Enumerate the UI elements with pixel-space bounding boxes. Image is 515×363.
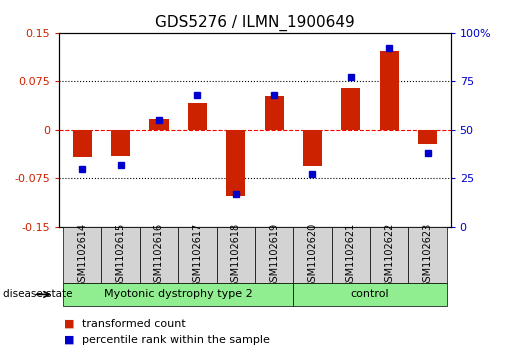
Text: ■: ■ — [64, 335, 75, 345]
Bar — [370, 227, 408, 283]
Text: GSM1102621: GSM1102621 — [346, 223, 356, 287]
Bar — [255, 227, 294, 283]
Text: percentile rank within the sample: percentile rank within the sample — [82, 335, 270, 345]
Bar — [111, 130, 130, 156]
Text: GSM1102618: GSM1102618 — [231, 223, 241, 287]
Bar — [332, 227, 370, 283]
Text: GSM1102615: GSM1102615 — [116, 223, 126, 287]
Bar — [216, 227, 255, 283]
Text: GSM1102620: GSM1102620 — [307, 223, 317, 287]
Bar — [188, 103, 207, 130]
Text: ■: ■ — [64, 319, 75, 329]
Bar — [303, 130, 322, 166]
Bar — [63, 227, 101, 283]
Bar — [178, 227, 216, 283]
Title: GDS5276 / ILMN_1900649: GDS5276 / ILMN_1900649 — [155, 15, 355, 31]
Bar — [408, 227, 447, 283]
Text: GSM1102614: GSM1102614 — [77, 223, 87, 287]
Bar — [140, 227, 178, 283]
Text: control: control — [351, 289, 389, 299]
Text: GSM1102622: GSM1102622 — [384, 222, 394, 288]
Bar — [265, 96, 284, 130]
Text: GSM1102619: GSM1102619 — [269, 223, 279, 287]
Text: Myotonic dystrophy type 2: Myotonic dystrophy type 2 — [104, 289, 252, 299]
Bar — [341, 88, 360, 130]
Text: disease state: disease state — [3, 289, 72, 299]
Bar — [101, 227, 140, 283]
Bar — [226, 130, 245, 196]
Bar — [380, 51, 399, 130]
Bar — [294, 283, 447, 306]
Bar — [418, 130, 437, 144]
Bar — [294, 227, 332, 283]
Bar — [63, 283, 294, 306]
Text: transformed count: transformed count — [82, 319, 186, 329]
Text: GSM1102617: GSM1102617 — [193, 223, 202, 287]
Text: GSM1102616: GSM1102616 — [154, 223, 164, 287]
Text: GSM1102623: GSM1102623 — [423, 223, 433, 287]
Bar — [73, 130, 92, 157]
Bar — [149, 119, 168, 130]
